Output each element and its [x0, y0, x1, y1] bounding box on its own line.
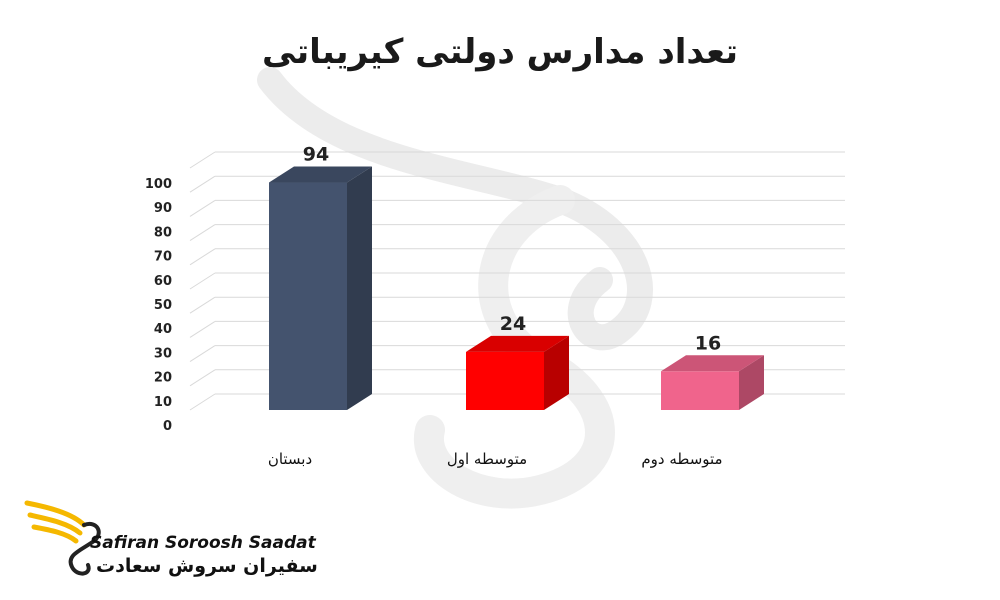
gridline-side	[189, 272, 216, 290]
y-tick-label: 60	[154, 274, 172, 289]
y-tick-label: 90	[154, 201, 172, 216]
category-label: دبستان	[268, 450, 312, 468]
category-label: متوسطه اول	[447, 450, 527, 468]
bar-top	[661, 355, 764, 372]
gridline-side	[189, 151, 216, 169]
bar-front	[269, 182, 347, 410]
y-tick-label: 30	[154, 346, 172, 361]
watermark-swan-icon	[257, 67, 653, 509]
gridline-side	[189, 369, 216, 387]
data-label: 16	[695, 332, 721, 354]
bar	[466, 335, 569, 410]
bar-side	[739, 355, 764, 410]
y-tick-label: 10	[154, 395, 172, 410]
bar	[269, 166, 372, 410]
data-label: 24	[500, 313, 526, 335]
brand-name-en: Safiran Soroosh Saadat	[90, 533, 316, 553]
bar-side	[347, 166, 372, 410]
gridline-side	[189, 296, 216, 314]
gridline-side	[189, 199, 216, 217]
gridline-side	[189, 224, 216, 242]
y-tick-label: 20	[154, 371, 172, 386]
y-tick-label: 80	[154, 225, 172, 240]
gridline-side	[189, 248, 216, 266]
bars	[269, 166, 764, 410]
bar-top	[466, 335, 569, 352]
gridline-side	[189, 320, 216, 338]
y-tick-label: 0	[163, 419, 172, 434]
data-label: 94	[303, 144, 329, 166]
gridline-side	[189, 345, 216, 363]
labels: 94 دبستان 24 متوسطه اول 16 متوسطه دوم	[268, 144, 723, 468]
bar-front	[466, 351, 544, 410]
y-axis-ticks: 0 10 20 30 40 50 60 70 80 90 100	[145, 177, 172, 434]
bar-front	[661, 371, 739, 410]
bar-side	[544, 335, 569, 410]
gridline-side	[189, 393, 216, 411]
bar	[661, 355, 764, 410]
y-tick-label: 40	[154, 322, 172, 337]
y-tick-label: 50	[154, 298, 172, 313]
eagle-icon	[24, 500, 101, 576]
bar-top	[269, 166, 372, 183]
chart-title: تعداد مدارس دولتی کیریباتی	[261, 32, 739, 72]
gridline-side	[189, 175, 216, 193]
category-label: متوسطه دوم	[641, 450, 722, 468]
brand-name-fa: سفیران سروش سعادت	[96, 555, 318, 577]
brand-logo	[24, 500, 101, 576]
y-tick-label: 100	[145, 177, 172, 192]
y-tick-label: 70	[154, 250, 172, 265]
